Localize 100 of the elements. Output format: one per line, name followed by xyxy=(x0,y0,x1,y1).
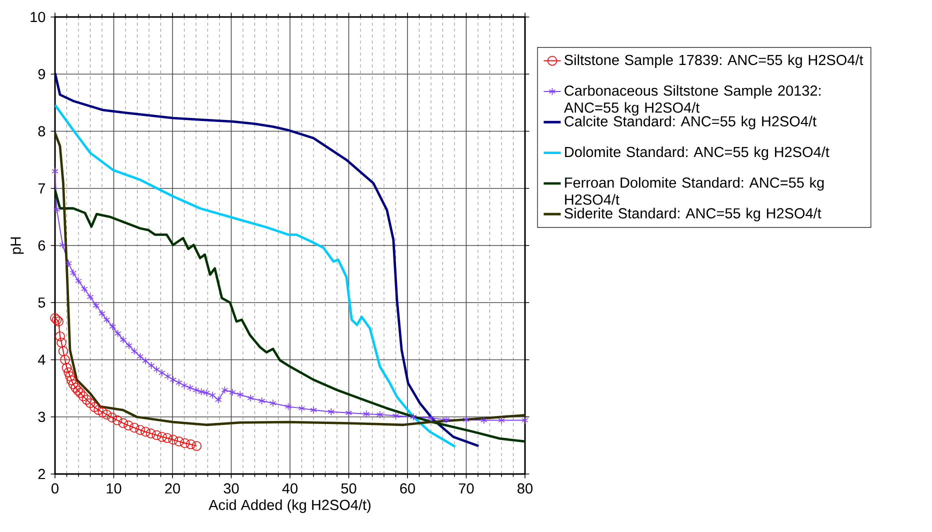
legend-label: Siderite Standard: ANC=55 kg H2SO4/t xyxy=(564,208,822,222)
point xyxy=(62,362,72,373)
point xyxy=(284,402,292,410)
point xyxy=(174,436,184,446)
point xyxy=(498,416,505,424)
point xyxy=(118,418,128,428)
point xyxy=(258,396,266,405)
point xyxy=(192,386,200,394)
point xyxy=(58,346,68,356)
point xyxy=(52,167,58,176)
point xyxy=(209,391,216,400)
point xyxy=(53,206,60,214)
point xyxy=(73,386,83,396)
point xyxy=(462,416,470,424)
point xyxy=(229,388,236,396)
point xyxy=(65,259,72,268)
point xyxy=(56,338,66,348)
point xyxy=(480,416,488,424)
point xyxy=(176,378,182,386)
legend-label: Carbonaceous Siltstone Sample 20132: ANC=55 kg H2SO4/t xyxy=(564,85,820,116)
point xyxy=(94,405,104,415)
point xyxy=(236,390,244,398)
point xyxy=(78,391,88,402)
point xyxy=(214,396,222,404)
point xyxy=(270,399,276,408)
legend-label: Siltstone Sample 17839: ANC=55 kg H2SO4/t xyxy=(564,54,864,68)
point xyxy=(65,371,75,382)
point xyxy=(428,414,434,422)
point xyxy=(98,407,108,418)
point xyxy=(168,434,178,445)
legend-label: Ferroan Dolomite Standard: ANC=55 kg H2SO4/t xyxy=(565,177,824,205)
point xyxy=(392,412,400,420)
legend-label: Dolomite Standard: ANC=55 kg H2SO4/t xyxy=(565,146,830,160)
point xyxy=(186,384,194,392)
point xyxy=(85,398,96,408)
x-axis-title: Acid Added (kg H2SO4/t) xyxy=(208,499,370,513)
point xyxy=(107,412,117,422)
point xyxy=(164,372,172,380)
point xyxy=(75,388,86,398)
point xyxy=(410,412,417,421)
x-tick-label: 10 xyxy=(106,483,122,494)
point xyxy=(152,430,162,440)
point xyxy=(442,416,450,424)
point xyxy=(89,402,100,412)
y-tick-label: 10 xyxy=(30,12,46,22)
point xyxy=(170,376,177,384)
point xyxy=(158,369,166,377)
legend-label: Calcite Standard: ANC=55 kg H2SO4/t xyxy=(564,116,816,130)
point xyxy=(64,367,74,378)
point xyxy=(221,386,228,394)
y-tick-label: 3 xyxy=(38,412,46,422)
y-tick-label: 6 xyxy=(38,240,46,251)
x-tick-label: 60 xyxy=(400,483,415,494)
point xyxy=(247,394,254,402)
point xyxy=(328,408,335,416)
x-tick-label: 0 xyxy=(52,483,58,494)
point xyxy=(59,241,66,249)
line-series xyxy=(55,188,525,443)
y-tick-label: 4 xyxy=(38,354,46,365)
point xyxy=(70,269,77,277)
point xyxy=(92,302,100,310)
x-tick-label: 70 xyxy=(458,483,474,494)
point xyxy=(522,416,528,424)
x-tick-label: 40 xyxy=(282,483,298,494)
point xyxy=(180,382,188,390)
point xyxy=(376,410,384,418)
x-tick-label: 30 xyxy=(224,483,239,494)
x-tick-label: 80 xyxy=(518,483,532,494)
point xyxy=(55,331,65,342)
point xyxy=(86,293,94,301)
point xyxy=(70,382,80,393)
point xyxy=(80,285,88,293)
point xyxy=(82,394,92,405)
point xyxy=(198,388,205,396)
point xyxy=(345,408,352,417)
y-tick-label: 8 xyxy=(38,126,46,136)
point xyxy=(129,422,140,433)
y-tick-label: 9 xyxy=(38,68,46,80)
point xyxy=(60,354,70,365)
point xyxy=(102,410,112,420)
point xyxy=(124,420,134,430)
point xyxy=(180,438,190,448)
point xyxy=(310,406,317,414)
point xyxy=(157,432,167,442)
point xyxy=(75,277,82,285)
point xyxy=(140,426,150,437)
point xyxy=(146,428,156,438)
y-tick-label: 7 xyxy=(38,183,45,194)
point xyxy=(66,375,76,386)
y-tick-label: 2 xyxy=(38,468,45,480)
point xyxy=(162,433,172,443)
point xyxy=(298,404,306,412)
y-axis-title: pH xyxy=(10,237,24,254)
x-tick-label: 50 xyxy=(341,483,356,494)
point xyxy=(135,425,146,435)
point xyxy=(362,410,370,418)
y-tick-label: 5 xyxy=(38,298,46,308)
point xyxy=(112,415,122,426)
point xyxy=(68,379,78,390)
point xyxy=(192,441,202,451)
